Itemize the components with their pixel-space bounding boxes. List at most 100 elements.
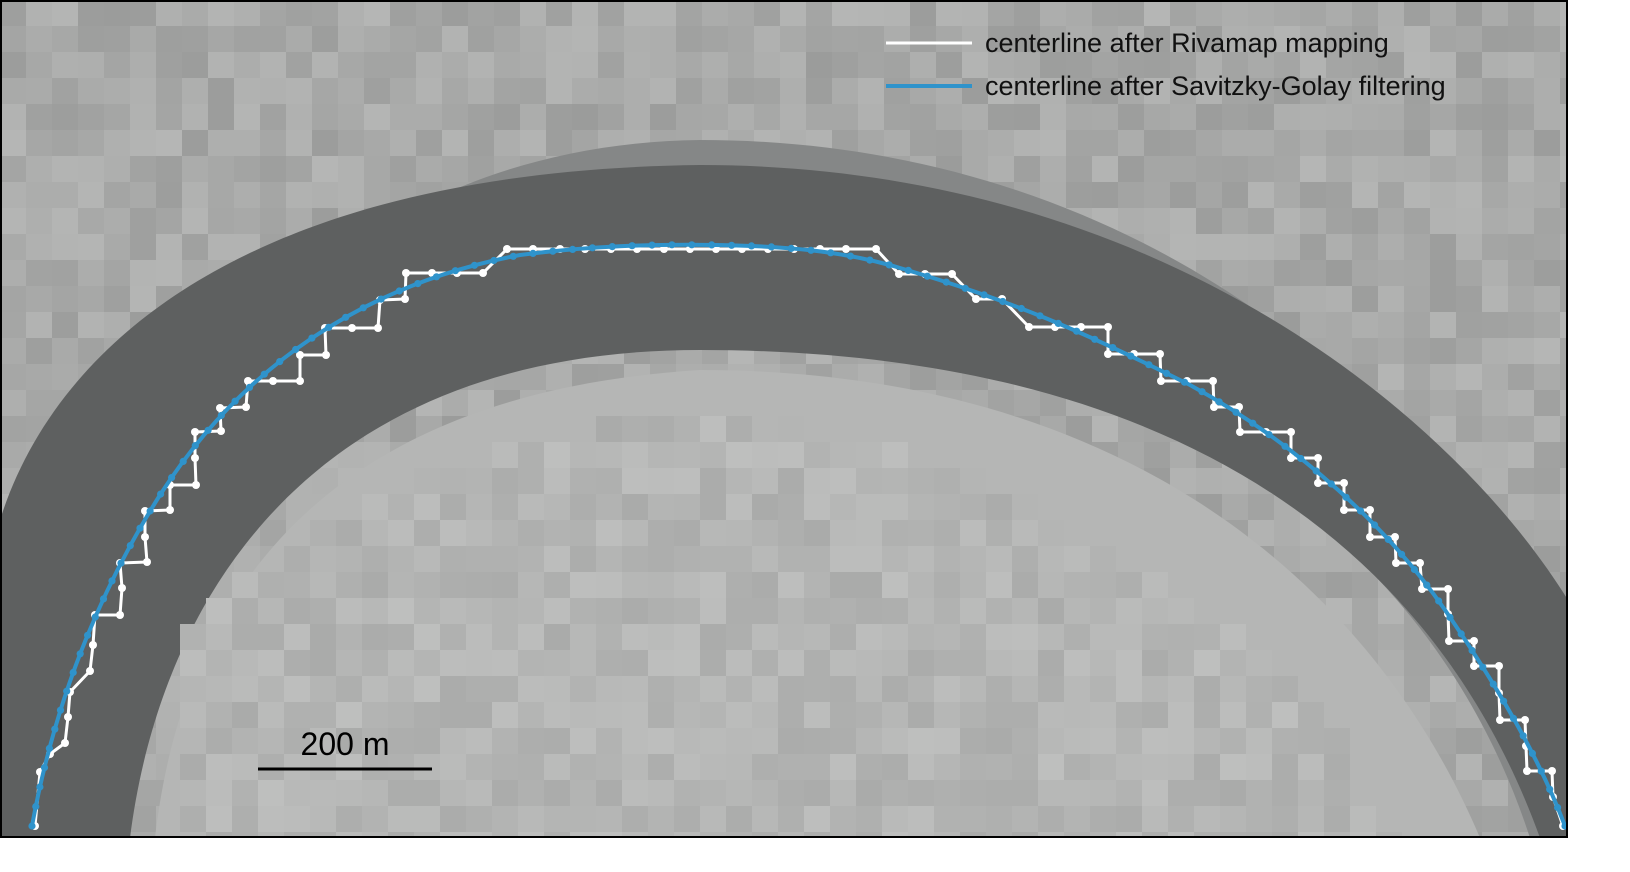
raster-pixel <box>1090 780 1116 806</box>
raster-pixel <box>1038 728 1064 754</box>
raster-pixel <box>180 780 206 806</box>
raster-pixel <box>1508 286 1534 312</box>
raster-pixel <box>856 598 882 624</box>
raster-pixel <box>596 754 622 780</box>
raster-pixel <box>336 728 362 754</box>
raster-pixel <box>1482 416 1508 442</box>
raster-pixel <box>830 546 856 572</box>
raster-pixel <box>962 0 988 26</box>
raster-pixel <box>1066 52 1092 78</box>
raster-pixel <box>414 780 440 806</box>
rivamap-vertex <box>972 295 980 303</box>
raster-pixel <box>1090 832 1116 838</box>
raster-pixel <box>986 702 1012 728</box>
savgol-vertex <box>923 272 931 280</box>
raster-pixel <box>960 754 986 780</box>
raster-pixel <box>700 832 726 838</box>
raster-pixel <box>1066 104 1092 130</box>
raster-pixel <box>1350 806 1376 832</box>
raster-pixel <box>1404 0 1430 26</box>
raster-pixel <box>156 26 182 52</box>
rivamap-vertex <box>143 558 151 566</box>
raster-pixel <box>362 754 388 780</box>
raster-pixel <box>962 78 988 104</box>
raster-pixel <box>778 494 804 520</box>
raster-pixel <box>908 494 934 520</box>
raster-pixel <box>908 468 934 494</box>
raster-pixel <box>284 676 310 702</box>
raster-pixel <box>856 442 882 468</box>
raster-pixel <box>1144 52 1170 78</box>
raster-pixel <box>726 832 752 838</box>
scale-bar: 200 m <box>258 726 432 771</box>
raster-pixel <box>960 780 986 806</box>
raster-pixel <box>648 832 674 838</box>
raster-pixel <box>1534 260 1560 286</box>
raster-pixel <box>156 182 182 208</box>
raster-pixel <box>1534 78 1560 104</box>
raster-pixel <box>208 26 234 52</box>
raster-pixel <box>674 442 700 468</box>
raster-pixel <box>1274 78 1300 104</box>
raster-pixel <box>1144 26 1170 52</box>
raster-pixel <box>1508 182 1534 208</box>
raster-pixel <box>572 78 598 104</box>
raster-pixel <box>544 624 570 650</box>
raster-pixel <box>674 728 700 754</box>
raster-pixel <box>1116 806 1142 832</box>
rivamap-vertex <box>1340 479 1348 487</box>
raster-pixel <box>336 598 362 624</box>
raster-pixel <box>1064 780 1090 806</box>
raster-pixel <box>1118 52 1144 78</box>
raster-pixel <box>1404 208 1430 234</box>
raster-pixel <box>442 52 468 78</box>
map-frame <box>0 0 1568 838</box>
raster-pixel <box>232 598 258 624</box>
savgol-vertex <box>157 490 165 498</box>
savgol-vertex <box>179 457 187 465</box>
raster-pixel <box>1038 520 1064 546</box>
raster-pixel <box>258 754 284 780</box>
raster-pixel <box>1248 286 1274 312</box>
raster-pixel <box>0 416 26 442</box>
raster-pixel <box>1246 702 1272 728</box>
raster-pixel <box>1326 286 1352 312</box>
raster-pixel <box>960 546 986 572</box>
raster-pixel <box>1352 260 1378 286</box>
raster-pixel <box>390 416 416 442</box>
raster-pixel <box>1194 780 1220 806</box>
raster-pixel <box>1378 286 1404 312</box>
raster-pixel <box>700 520 726 546</box>
raster-pixel <box>700 442 726 468</box>
raster-pixel <box>0 182 26 208</box>
rivamap-vertex <box>948 270 956 278</box>
raster-pixel <box>1560 312 1568 338</box>
raster-pixel <box>336 572 362 598</box>
raster-pixel <box>1194 832 1220 838</box>
raster-pixel <box>492 754 518 780</box>
raster-pixel <box>934 598 960 624</box>
raster-pixel <box>752 520 778 546</box>
raster-pixel <box>1456 156 1482 182</box>
raster-pixel <box>934 650 960 676</box>
raster-pixel <box>1456 442 1482 468</box>
raster-pixel <box>1012 806 1038 832</box>
raster-pixel <box>882 520 908 546</box>
raster-pixel <box>1222 494 1248 520</box>
raster-pixel <box>728 0 754 26</box>
raster-pixel <box>858 0 884 26</box>
raster-pixel <box>1482 832 1508 838</box>
raster-pixel <box>1246 806 1272 832</box>
raster-pixel <box>1508 0 1534 26</box>
raster-pixel <box>284 546 310 572</box>
raster-pixel <box>1274 182 1300 208</box>
raster-pixel <box>362 676 388 702</box>
raster-pixel <box>1324 780 1350 806</box>
raster-pixel <box>78 234 104 260</box>
raster-pixel <box>1508 208 1534 234</box>
raster-pixel <box>726 806 752 832</box>
savgol-vertex <box>308 334 316 342</box>
savgol-vertex <box>980 291 988 299</box>
raster-pixel <box>960 650 986 676</box>
raster-pixel <box>468 0 494 26</box>
